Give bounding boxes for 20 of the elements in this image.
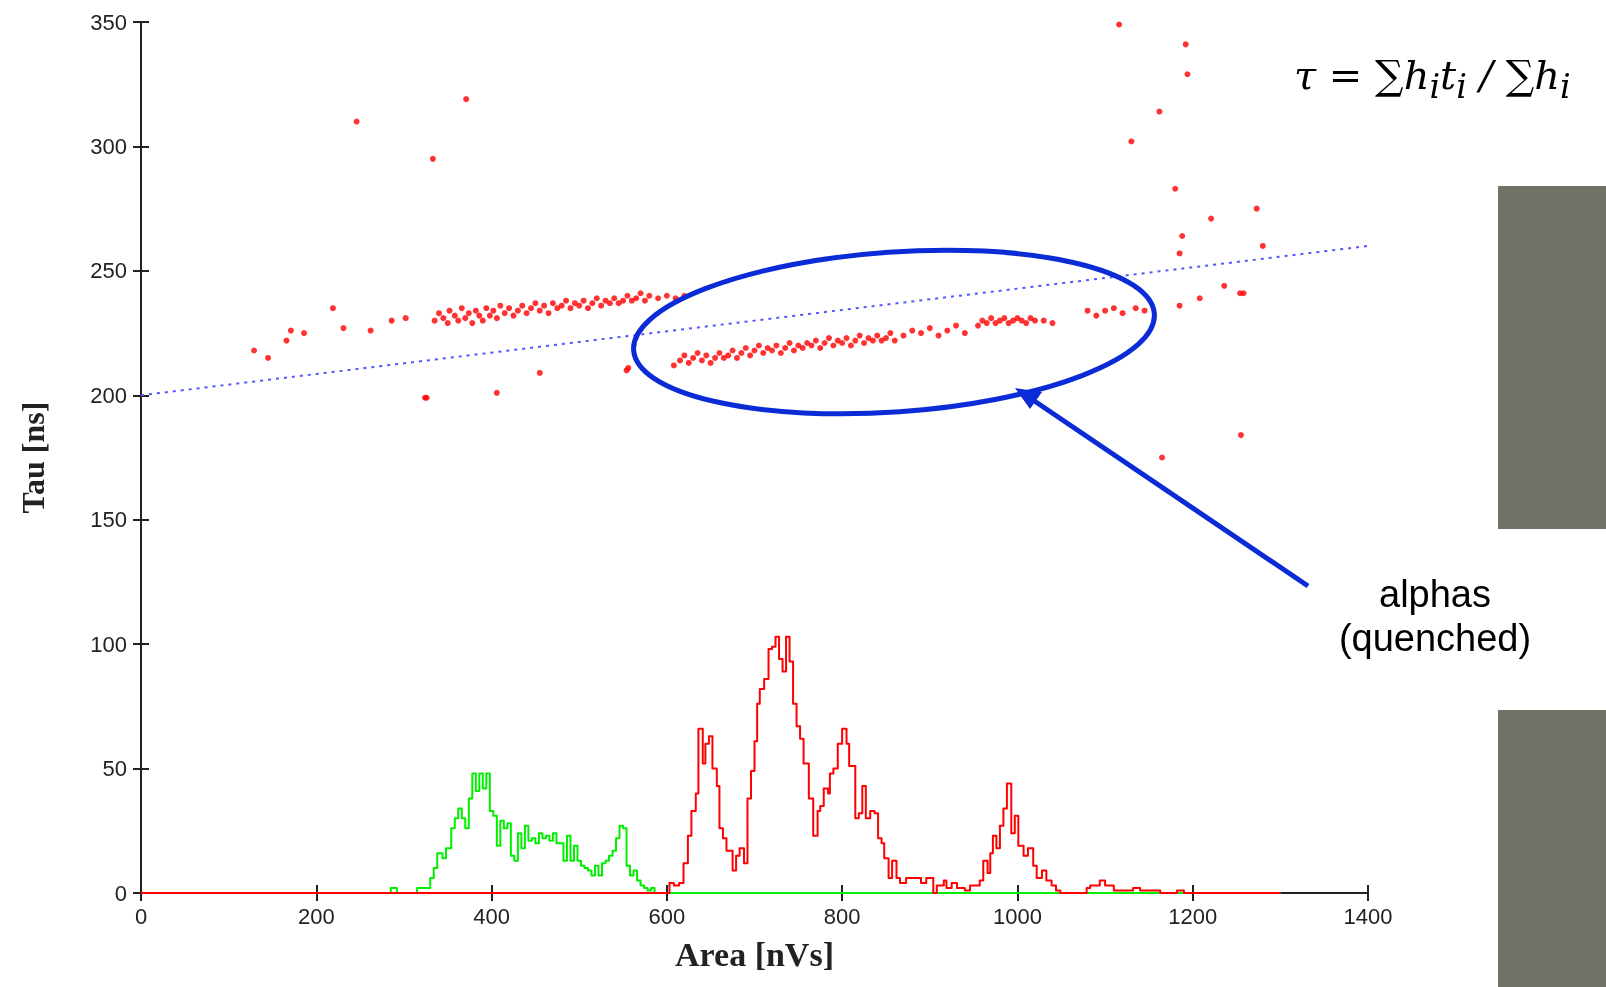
y-axis-title: Tau [ns] [15, 401, 51, 514]
x-tick-label: 1400 [1343, 903, 1393, 929]
y-tick-label: 100 [90, 631, 127, 657]
y-tick-label: 150 [90, 507, 127, 533]
x-tick-label: 200 [297, 903, 335, 929]
annotation: alphas (quenched) [1337, 572, 1533, 660]
x-tick-label: 1200 [1168, 903, 1218, 929]
x-tick-label: 1000 [992, 903, 1042, 929]
y-tick-label: 300 [90, 133, 127, 159]
y-tick-label: 50 [102, 756, 127, 782]
x-tick-label: 0 [134, 903, 148, 929]
y-tick-label: 350 [90, 9, 127, 35]
x-tick-label: 600 [648, 903, 686, 929]
x-tick-label: 400 [473, 903, 510, 929]
y-tick-label: 200 [90, 382, 127, 408]
y-tick-label: 0 [114, 880, 127, 906]
x-tick-label: 800 [823, 903, 861, 929]
annotation: τ = ∑h$_{i}$t$_{i}$ / ∑h$_{i}$ [1290, 48, 1575, 110]
x-axis-title: Area [nVs] [675, 935, 834, 973]
y-tick-label: 250 [90, 258, 127, 284]
